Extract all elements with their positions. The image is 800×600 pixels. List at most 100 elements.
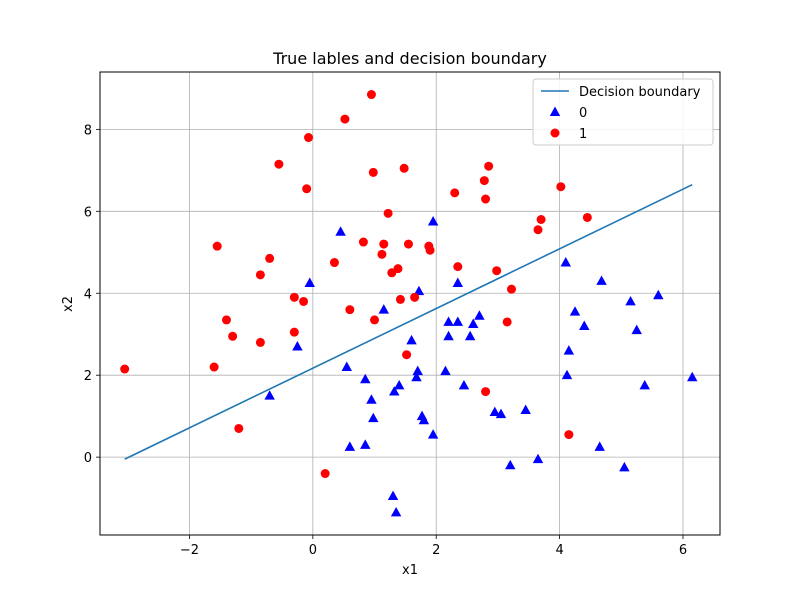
point-class-1 [274,159,284,169]
point-class-1 [410,292,420,302]
point-class-1 [453,262,463,272]
point-class-1 [265,253,275,263]
point-class-1 [479,176,489,186]
point-class-0 [452,277,464,287]
point-class-1 [481,387,491,397]
point-class-0 [687,371,698,382]
point-class-0 [366,394,377,404]
point-class-1 [379,239,389,249]
point-class-0 [596,275,607,285]
y-tick-label: 6 [84,205,92,220]
legend-label-decision-boundary: Decision boundary [579,85,701,100]
point-class-0 [594,441,605,451]
y-tick-label: 4 [84,287,92,302]
point-class-0 [520,404,531,414]
point-class-1 [358,237,368,247]
point-class-0 [427,429,439,439]
point-class-1 [234,423,244,433]
point-class-0 [440,365,451,376]
point-class-0 [561,369,573,380]
point-class-0 [464,330,476,341]
x-tick-label: 4 [555,543,563,558]
point-class-1 [399,163,409,173]
point-class-0 [560,257,571,267]
legend-box [532,78,714,146]
y-tick-label: 2 [84,369,92,384]
point-class-1 [506,284,516,294]
point-class-1 [564,430,574,440]
point-class-1 [383,208,393,218]
point-class-1 [302,184,312,194]
point-class-1 [556,182,566,192]
point-class-0 [341,361,352,371]
point-class-0 [489,406,501,417]
point-class-0 [368,412,379,423]
legend-label-1: 1 [579,127,587,142]
point-class-1 [533,225,543,235]
point-class-1 [289,292,299,302]
point-class-1 [368,167,378,177]
decision-boundary-line [124,183,693,460]
axes-frame [99,71,721,536]
y-tick-label: 8 [84,123,92,138]
point-class-0 [505,459,516,470]
point-class-0 [653,289,664,300]
point-class-1 [345,305,355,315]
point-class-0 [458,379,470,390]
point-class-0 [418,414,430,425]
point-class-1 [450,188,460,198]
point-class-1 [492,266,502,276]
point-class-1 [395,294,405,304]
x-tick-label: 0 [309,543,317,558]
point-class-0 [390,506,402,517]
legend-circle-swatch [550,128,560,138]
point-class-1 [481,194,491,204]
decision-boundary-layer [124,183,693,460]
point-class-1 [370,315,380,325]
point-class-1 [289,327,299,337]
point-class-0 [360,373,371,384]
point-class-0 [579,320,590,330]
point-class-1 [340,114,350,124]
point-class-0 [360,439,371,449]
point-class-1 [299,296,309,306]
point-class-0 [427,216,439,226]
point-class-1 [320,469,330,479]
point-class-0 [413,285,425,296]
x-axis-label: x1 [402,563,418,578]
point-class-0 [292,341,303,351]
point-class-1 [212,241,222,251]
point-class-0 [264,390,275,400]
point-class-1 [425,245,435,255]
point-class-1 [536,215,546,225]
point-class-1 [403,239,413,249]
point-class-0 [468,318,479,328]
point-class-1 [120,364,130,374]
point-class-0 [393,379,405,390]
point-class-0 [411,371,422,382]
x-tick-label: 2 [432,543,440,558]
point-class-0 [406,334,417,345]
point-class-1 [255,337,265,347]
point-class-0 [452,316,464,326]
point-class-0 [619,461,630,472]
point-class-0 [631,324,642,335]
point-class-0 [639,379,650,390]
point-class-0 [443,316,454,326]
point-class-1 [484,161,494,171]
point-class-0 [443,330,454,341]
point-class-0 [495,408,507,419]
points-layer [120,90,698,517]
point-class-1 [502,317,512,327]
point-class-0 [625,295,636,306]
chart-title: True lables and decision boundary [272,49,547,68]
point-class-1 [255,270,265,280]
point-class-0 [378,304,390,314]
point-class-1 [366,90,376,100]
point-class-1 [402,350,412,360]
legend-label-0: 0 [579,106,587,121]
point-class-0 [569,306,581,316]
x-tick-label: 6 [679,543,687,558]
point-class-1 [377,249,387,259]
point-class-0 [335,226,346,236]
